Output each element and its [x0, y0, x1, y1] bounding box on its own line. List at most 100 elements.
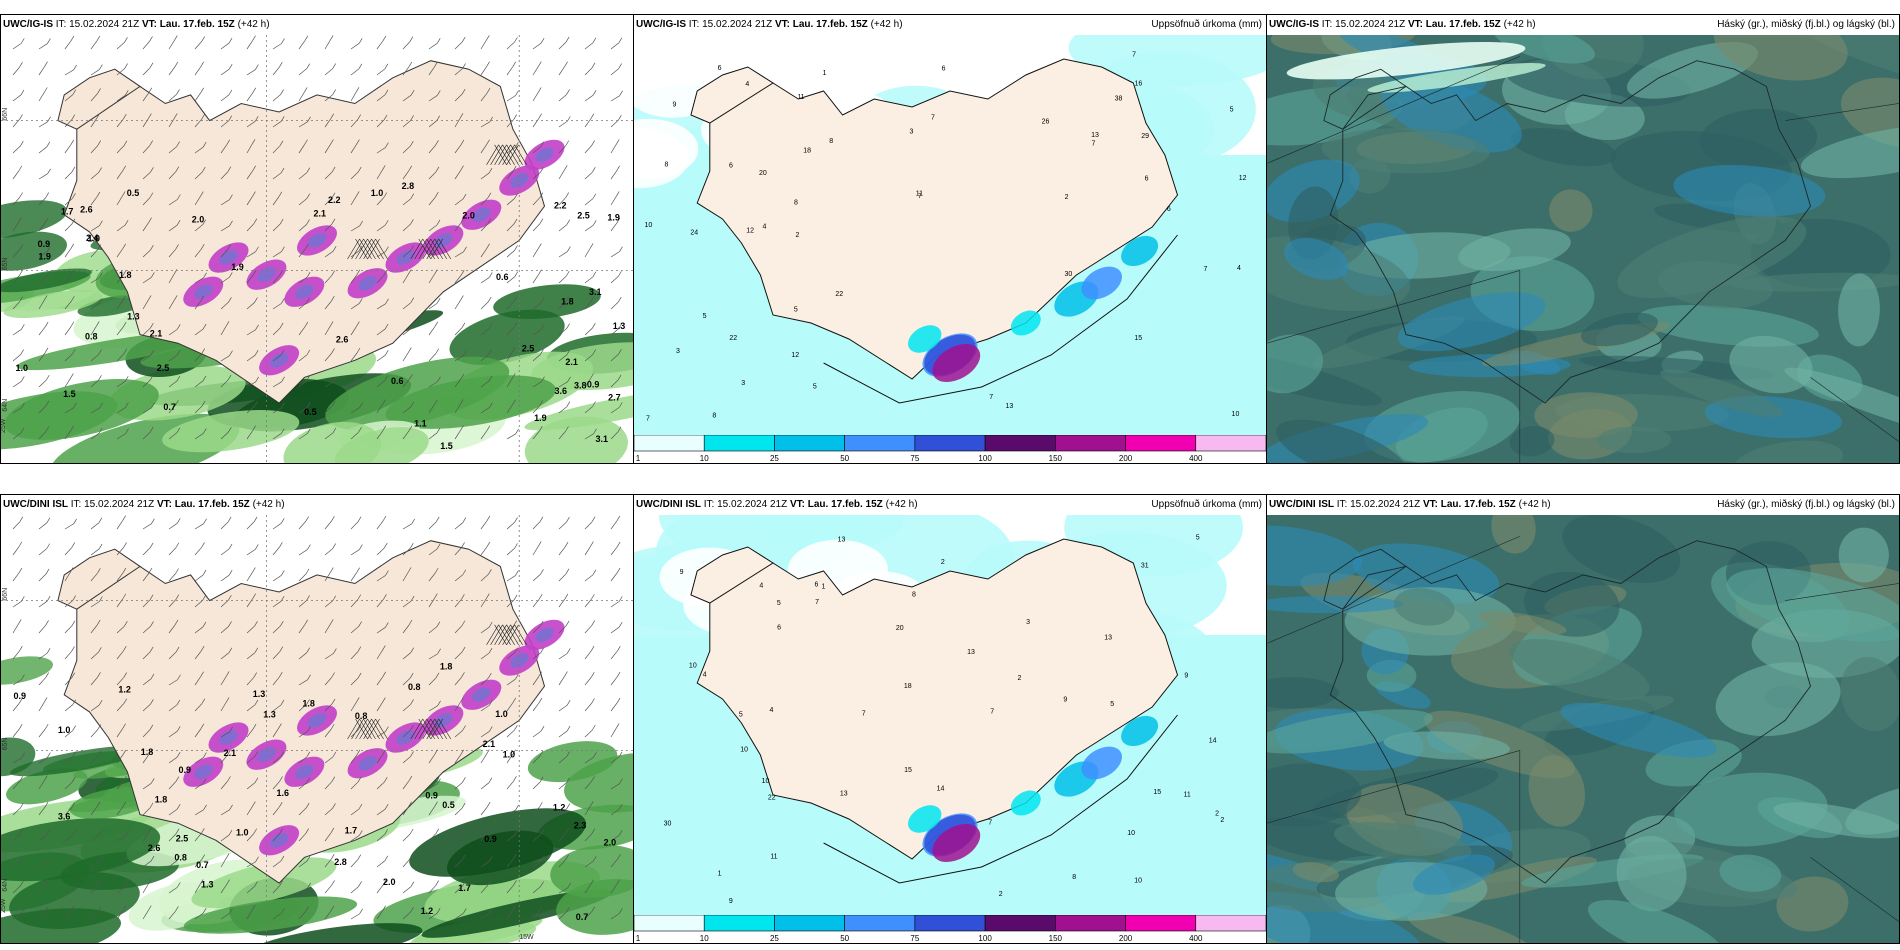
wind-barb: [220, 431, 229, 440]
wind-barb: [454, 859, 463, 868]
wind-barb: [64, 834, 74, 842]
wind-barb: [428, 145, 436, 154]
wind-barb-feather: [149, 646, 154, 653]
vt-label: VT:: [141, 19, 157, 30]
wind-barb-feather: [281, 298, 285, 304]
map-canvas[interactable]: [1267, 515, 1899, 943]
gust-core: [358, 276, 377, 291]
cloud-patch: [1549, 189, 1593, 232]
precip-value-label: 8: [1072, 874, 1076, 881]
wind-speed-area: [527, 741, 618, 783]
wind-barb-feather: [434, 192, 439, 198]
wind-barb: [610, 808, 620, 816]
wind-barb: [298, 224, 307, 232]
lon-label: 25W: [1, 418, 7, 433]
precip-value-label: 22: [729, 335, 737, 342]
wind-barb-feather: [19, 114, 23, 120]
wind-barb: [376, 404, 383, 414]
wind-barb-feather: [408, 619, 413, 626]
wind-barb-feather: [176, 141, 180, 147]
wind-barb: [168, 94, 177, 102]
wind-barb: [584, 276, 594, 284]
wind-barb-feather: [18, 723, 23, 730]
wind-barb: [220, 144, 228, 154]
wind-barb-feather: [461, 88, 466, 95]
wind-barb-feather: [19, 880, 24, 887]
wind-barb-feather: [229, 350, 233, 356]
wind-barb: [480, 598, 487, 608]
wind-barb: [90, 677, 98, 686]
wind-barb: [272, 327, 281, 336]
wind-barb: [610, 756, 620, 764]
colorbar-swatch: [1055, 915, 1126, 932]
wind-barb-feather: [202, 142, 207, 148]
wind-value-label: 1.5: [63, 389, 76, 399]
wind-barb: [194, 650, 202, 660]
wind-barb: [480, 782, 490, 790]
wind-barb-feather: [384, 220, 389, 226]
wind-barbs: [12, 35, 623, 440]
wind-barb: [90, 885, 98, 894]
wind-barb-feather: [124, 376, 129, 382]
wind-barb-feather: [512, 697, 517, 704]
precip-value-label: 4: [745, 81, 749, 88]
wind-value-label: 1.5: [440, 441, 453, 451]
colorbar-label: 150: [1048, 934, 1063, 943]
wind-barb: [532, 146, 541, 154]
wind-barb: [298, 782, 307, 790]
map-canvas[interactable]: 66N 65N 64N 25W 0.5 1.1 0.8 0.5 0.6 0.9 1.3 0.6 0.9 2…: [1, 35, 633, 463]
wind-barb: [246, 704, 256, 712]
wind-barb-feather: [19, 828, 24, 835]
wind-barb: [38, 276, 47, 284]
wind-barb-feather: [71, 296, 75, 302]
wind-value-label: 0.9: [38, 239, 51, 249]
wind-barb: [168, 300, 175, 310]
wind-barb-feather: [279, 776, 283, 782]
wind-barb: [610, 196, 617, 206]
wind-barb: [454, 93, 463, 102]
wind-barb: [90, 755, 99, 764]
wind-barb: [480, 197, 489, 206]
wind-barb-feather: [487, 880, 491, 886]
cloud-patch: [1579, 355, 1775, 380]
wind-barb: [38, 652, 48, 660]
wind-barb-feather: [566, 777, 570, 783]
colorbar-label: 100: [978, 454, 992, 463]
map-canvas[interactable]: 66N 65N 64N 25W 15W 1.0 1.3 1.2 1.0 0.9 0.8 2.6 1.8 1…: [1, 515, 633, 943]
wind-barb: [64, 807, 72, 816]
wind-barb: [38, 884, 45, 894]
wind-barb-feather: [19, 192, 23, 198]
wind-barb-feather: [251, 905, 256, 911]
wind-barb: [246, 302, 255, 310]
wind-barb: [402, 430, 410, 440]
wind-barb-feather: [279, 218, 284, 225]
map-svg: 66N65N64N25W0.51.10.80.50.60.91.30.60.92…: [1, 35, 633, 463]
wind-barb: [454, 754, 461, 764]
wind-barb-feather: [592, 856, 597, 862]
wind-barb: [12, 860, 22, 868]
wind-barb-feather: [279, 270, 283, 276]
land-iceland: [696, 58, 1179, 380]
map-canvas[interactable]: 1 2 2 4 5 5 3 4 2 2 5 1 2 4 9 7 7 13 13 6 7 8 10 10 15 18 31 30 13 14…: [634, 515, 1266, 943]
map-canvas[interactable]: [1267, 35, 1899, 463]
wind-barb: [90, 652, 99, 660]
wind-barb-feather: [150, 167, 154, 173]
precip-value-label: 3: [741, 380, 745, 387]
wind-barb-feather: [486, 515, 491, 522]
wind-barb-feather: [332, 89, 336, 95]
wind-barb-feather: [228, 543, 233, 550]
wind-barb-feather: [122, 113, 127, 120]
wind-barb: [506, 223, 515, 232]
precip-value-label: 9: [680, 569, 684, 576]
cloud-patch: [1313, 67, 1399, 120]
wind-barb-feather: [306, 63, 311, 69]
map-canvas[interactable]: 4 2 5 3 4 6 10 13 5 3 8 7 6 4 6 7 7 7 11 5 3 13 22 24 29 26 16 18 12…: [634, 35, 1266, 463]
wind-barb: [584, 599, 592, 608]
wind-barb: [142, 832, 149, 842]
wind-barb: [584, 757, 594, 764]
colorbar-swatch: [1125, 915, 1197, 932]
wind-barb-feather: [357, 854, 362, 860]
wind-barb: [64, 781, 73, 790]
wind-barb: [506, 652, 515, 660]
wind-barb: [376, 575, 386, 582]
